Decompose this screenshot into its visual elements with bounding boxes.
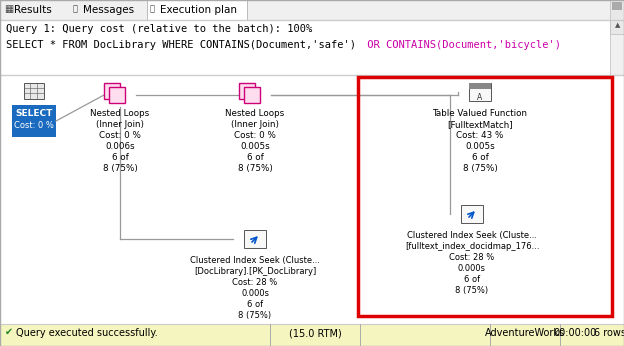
Text: 8 (75%): 8 (75%) — [238, 164, 273, 173]
Text: Results: Results — [14, 5, 52, 15]
Text: A: A — [477, 93, 482, 102]
Text: 8 (75%): 8 (75%) — [456, 286, 489, 295]
Text: 6 of: 6 of — [246, 153, 263, 162]
Text: Messages: Messages — [83, 5, 134, 15]
Text: Cost: 0 %: Cost: 0 % — [99, 131, 141, 140]
Bar — [244, 87, 260, 103]
Bar — [358, 77, 612, 316]
Text: Query 1: Query cost (relative to the batch): 100%: Query 1: Query cost (relative to the bat… — [6, 24, 312, 34]
Bar — [70, 0, 145, 20]
Text: Execution plan: Execution plan — [160, 5, 237, 15]
Text: [FulltextMatch]: [FulltextMatch] — [447, 120, 513, 129]
Text: 8 (75%): 8 (75%) — [462, 164, 497, 173]
Text: (Inner Join): (Inner Join) — [96, 120, 144, 129]
Bar — [461, 205, 483, 223]
Text: ▦: ▦ — [4, 4, 13, 14]
Text: ▲: ▲ — [615, 22, 620, 28]
Bar — [610, 0, 624, 20]
Text: Cost: 28 %: Cost: 28 % — [449, 253, 495, 262]
Bar — [147, 0, 247, 20]
Text: 0.005s: 0.005s — [240, 142, 270, 151]
Text: SELECT: SELECT — [16, 109, 52, 118]
Bar — [0, 75, 624, 324]
Text: Clustered Index Seek (Cluste...: Clustered Index Seek (Cluste... — [190, 256, 320, 265]
Text: 6 of: 6 of — [112, 153, 129, 162]
Text: Table Valued Function: Table Valued Function — [432, 109, 527, 118]
Text: 00:00:00: 00:00:00 — [553, 328, 597, 338]
Text: Nested Loops: Nested Loops — [90, 109, 150, 118]
Bar — [244, 230, 266, 248]
Text: AdventureWorks: AdventureWorks — [485, 328, 565, 338]
Text: Cost: 0 %: Cost: 0 % — [234, 131, 276, 140]
Bar — [104, 83, 120, 99]
Text: [DocLibrary].[PK_DocLibrary]: [DocLibrary].[PK_DocLibrary] — [194, 267, 316, 276]
Text: 6 rows: 6 rows — [594, 328, 624, 338]
Text: (15.0 RTM): (15.0 RTM) — [289, 328, 341, 338]
Text: 0.000s: 0.000s — [241, 289, 269, 298]
Text: Cost: 0 %: Cost: 0 % — [14, 121, 54, 130]
Text: 6 of: 6 of — [247, 300, 263, 309]
Bar — [469, 83, 491, 89]
Text: (Inner Join): (Inner Join) — [231, 120, 279, 129]
Bar — [0, 324, 624, 346]
Text: 0.006s: 0.006s — [105, 142, 135, 151]
Text: 6 of: 6 of — [464, 275, 480, 284]
Bar — [610, 20, 624, 34]
Bar — [469, 83, 491, 101]
Text: 🗨: 🗨 — [73, 4, 78, 13]
Bar — [109, 87, 125, 103]
Text: 8 (75%): 8 (75%) — [238, 311, 271, 320]
Text: Cost: 43 %: Cost: 43 % — [456, 131, 504, 140]
Bar — [0, 20, 610, 75]
Text: Clustered Index Seek (Cluste...: Clustered Index Seek (Cluste... — [407, 231, 537, 240]
Text: 🗠: 🗠 — [150, 4, 155, 13]
Text: Nested Loops: Nested Loops — [225, 109, 285, 118]
Text: 0.005s: 0.005s — [465, 142, 495, 151]
Text: 6 of: 6 of — [472, 153, 489, 162]
Bar — [239, 83, 255, 99]
Bar — [0, 0, 624, 20]
Text: ✔: ✔ — [5, 327, 13, 337]
Text: Cost: 28 %: Cost: 28 % — [232, 278, 278, 287]
Bar — [610, 20, 624, 75]
Text: OR CONTAINS(Document,'bicycle'): OR CONTAINS(Document,'bicycle') — [361, 40, 561, 50]
Text: [fulltext_index_docidmap_176...: [fulltext_index_docidmap_176... — [405, 242, 539, 251]
Text: SELECT * FROM DocLibrary WHERE CONTAINS(Document,'safe'): SELECT * FROM DocLibrary WHERE CONTAINS(… — [6, 40, 356, 50]
Text: 0.000s: 0.000s — [458, 264, 486, 273]
Bar — [612, 2, 622, 10]
Bar — [0, 0, 68, 20]
Text: Query executed successfully.: Query executed successfully. — [16, 328, 158, 338]
Bar — [12, 105, 56, 137]
Bar — [24, 83, 44, 99]
Text: 8 (75%): 8 (75%) — [102, 164, 137, 173]
